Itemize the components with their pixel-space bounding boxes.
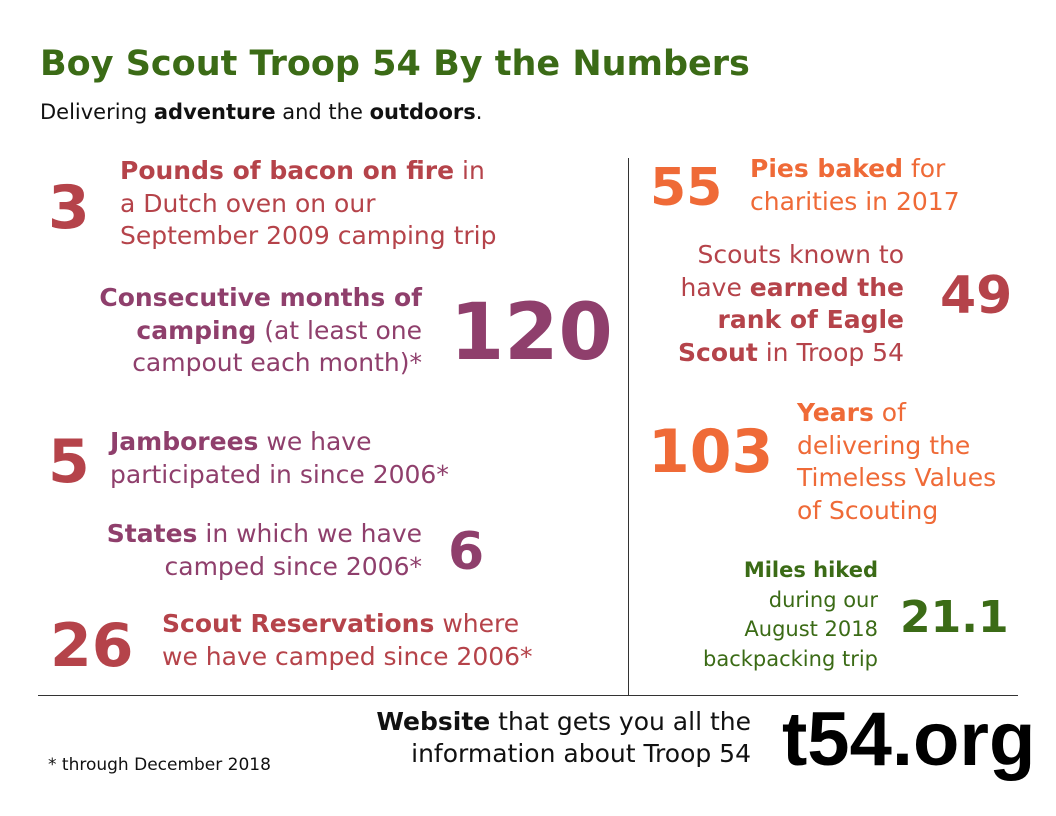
website-bold: Website [376,707,491,736]
stat-months-bold1: Consecutive months of [99,283,422,312]
stat-bacon-line2: a Dutch oven on our [120,188,376,218]
website-url[interactable]: t54.org [782,697,1036,782]
subtitle-text: . [475,100,483,124]
stat-jamborees-number: 5 [48,427,90,497]
stat-states-text: States in which we have camped since 200… [107,518,422,583]
stat-months-bold2: camping [136,315,257,345]
stat-pies-line1: for [903,154,946,183]
stat-jamborees-line1: we have [258,427,372,456]
stat-miles-line4: backpacking trip [703,646,878,671]
subtitle-bold-outdoors: outdoors [369,100,476,124]
stat-pies-text: Pies baked for charities in 2017 [750,153,960,218]
stat-bacon-line3: September 2009 camping trip [120,221,497,250]
footer-divider [38,695,1018,696]
stat-states-number: 6 [448,522,485,582]
stat-pies-bold: Pies baked [750,154,904,183]
stat-reservations-line1: where [434,609,520,638]
stat-years-line1: of [873,398,906,427]
stat-bacon-text: Pounds of bacon on fire in a Dutch oven … [120,155,497,253]
stat-jamborees-line2: participated in since 2006* [110,459,449,489]
website-description: Website that gets you all the informatio… [376,706,751,770]
stat-reservations-line2: we have camped since 2006* [162,641,533,671]
stat-jamborees-bold: Jamborees [110,427,259,456]
stat-miles-line2: during our [768,587,878,612]
stat-eagle-line4: in Troop 54 [757,337,904,367]
stat-pies-number: 55 [650,158,723,218]
stat-months-text: Consecutive months of camping (at least … [99,282,422,380]
stat-reservations-number: 26 [50,611,134,681]
page-title: Boy Scout Troop 54 By the Numbers [40,44,750,84]
stat-reservations-text: Scout Reservations where we have camped … [162,608,533,673]
stat-eagle-line2-pre: have [680,272,750,302]
stat-months-line2: (at least one [256,315,422,345]
subtitle-text: Delivering [40,100,154,124]
stat-eagle-bold3: rank of Eagle [717,305,904,334]
page-subtitle: Delivering adventure and the outdoors. [40,100,482,124]
subtitle-bold-adventure: adventure [153,100,276,124]
stat-years-bold: Years [797,398,874,427]
stat-years-text: Years of delivering the Timeless Values … [797,397,996,527]
subtitle-text: and the [275,100,370,124]
stat-eagle-text: Scouts known to have earned the rank of … [678,239,904,369]
stat-states-line2: camped since 2006* [164,551,423,581]
website-line2: information about Troop 54 [411,739,751,768]
stat-months-number: 120 [450,288,613,378]
stat-states-line1: in which we have [197,519,422,548]
stat-eagle-line1: Scouts known to [697,240,904,269]
stat-miles-bold: Miles hiked [743,558,878,582]
stat-states-bold: States [106,519,198,548]
stat-years-line3: Timeless Values [797,463,997,492]
stat-bacon-bold: Pounds of bacon on fire [120,156,455,185]
stat-miles-line3: August 2018 [744,617,878,641]
footnote: * through December 2018 [48,755,271,775]
stat-months-line3: campout each month)* [132,348,422,377]
stat-reservations-bold: Scout Reservations [162,609,435,638]
column-divider [628,158,629,696]
stat-bacon-line1: in [454,156,485,185]
stat-miles-text: Miles hiked during our August 2018 backp… [703,556,878,674]
stat-years-line4: of Scouting [797,495,939,525]
stat-pies-line2: charities in 2017 [750,186,960,216]
stat-years-line2: delivering the [797,430,971,460]
stat-eagle-number: 49 [940,266,1013,326]
stat-eagle-bold4: Scout [678,337,758,367]
stat-jamborees-text: Jamborees we have participated in since … [110,426,449,491]
stat-years-number: 103 [648,417,774,487]
website-line1: that gets you all the [490,707,751,736]
stat-miles-number: 21.1 [900,592,1009,643]
stat-bacon-number: 3 [48,173,90,243]
stat-eagle-bold2: earned the [749,272,904,302]
